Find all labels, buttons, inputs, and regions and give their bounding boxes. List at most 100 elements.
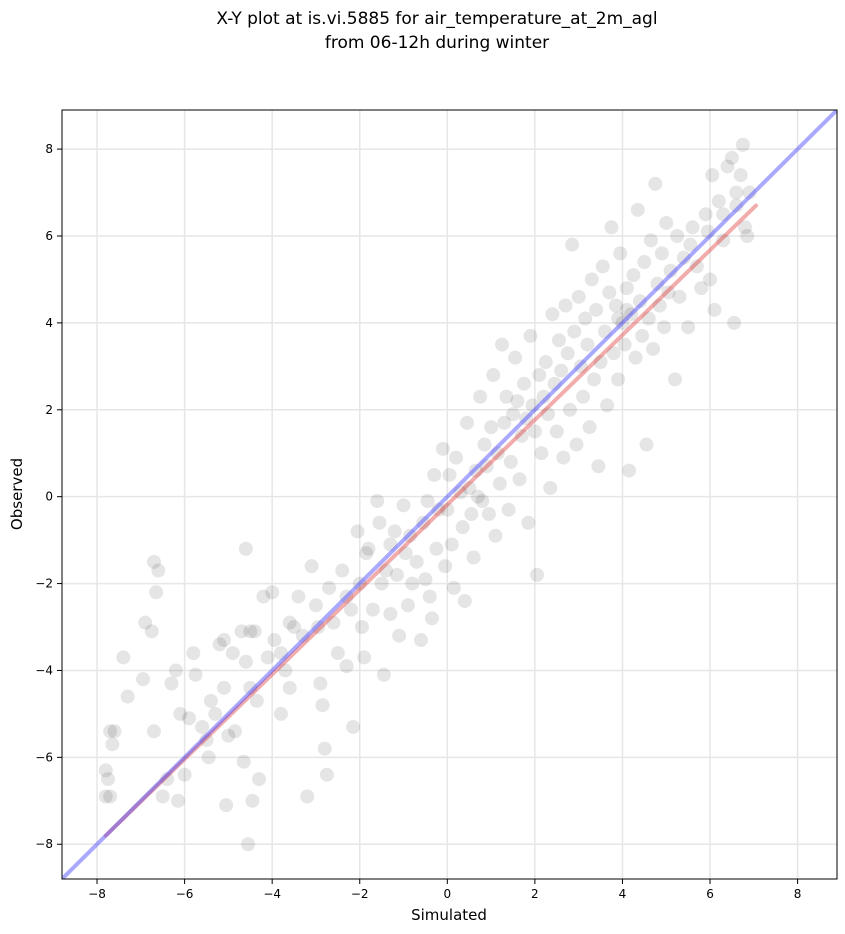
data-point	[460, 415, 475, 430]
data-point	[558, 298, 573, 313]
scatter-points	[98, 137, 757, 852]
identity-line	[62, 110, 837, 879]
data-point	[164, 676, 179, 691]
data-point	[322, 580, 337, 595]
data-point	[370, 494, 385, 509]
data-point	[519, 411, 534, 426]
data-point	[282, 680, 297, 695]
data-point	[565, 237, 580, 252]
data-point	[424, 611, 439, 626]
data-point	[217, 680, 232, 695]
data-point	[628, 350, 643, 365]
data-point	[689, 259, 704, 274]
data-point	[586, 372, 601, 387]
data-point	[490, 446, 505, 461]
data-point	[514, 428, 529, 443]
data-point	[632, 294, 647, 309]
data-point	[481, 507, 496, 522]
chart-title-line-2: from 06-12h during winter	[325, 33, 549, 53]
x-tick-label: −2	[351, 887, 369, 901]
data-point	[584, 272, 599, 287]
data-point	[492, 476, 507, 491]
data-point	[315, 698, 330, 713]
data-point	[446, 580, 461, 595]
data-point	[357, 650, 372, 665]
data-point	[265, 585, 280, 600]
data-point	[398, 546, 413, 561]
y-tick-label: −8	[35, 837, 53, 851]
data-point	[663, 263, 678, 278]
data-point	[173, 706, 188, 721]
data-point	[449, 450, 464, 465]
data-point	[650, 276, 665, 291]
data-point	[256, 589, 271, 604]
data-point	[562, 402, 577, 417]
data-point	[383, 537, 398, 552]
data-point	[501, 502, 516, 517]
data-point	[308, 598, 323, 613]
data-point	[611, 372, 626, 387]
data-point	[177, 767, 192, 782]
data-point	[611, 311, 626, 326]
data-point	[705, 168, 720, 183]
data-point	[505, 407, 520, 422]
data-point	[435, 441, 450, 456]
data-point	[635, 328, 650, 343]
x-tick-label: 2	[531, 887, 539, 901]
data-point	[236, 754, 251, 769]
data-point	[740, 228, 755, 243]
data-point	[615, 315, 630, 330]
data-point	[626, 268, 641, 283]
data-point	[171, 793, 186, 808]
data-point	[499, 389, 514, 404]
data-point	[414, 633, 429, 648]
data-point	[466, 550, 481, 565]
data-point	[201, 750, 216, 765]
grid-lines	[62, 110, 837, 879]
data-point	[379, 563, 394, 578]
data-point	[387, 524, 402, 539]
data-point	[400, 598, 415, 613]
x-tick-label: −6	[176, 887, 194, 901]
data-point	[444, 537, 459, 552]
data-point	[578, 311, 593, 326]
chart-title-line-1: X-Y plot at is.vi.5885 for air_temperatu…	[216, 9, 657, 29]
data-point	[438, 559, 453, 574]
data-point	[160, 772, 175, 787]
data-point	[392, 628, 407, 643]
data-point	[116, 650, 131, 665]
data-point	[335, 563, 350, 578]
data-point	[144, 624, 159, 639]
data-point	[613, 246, 628, 261]
data-point	[735, 137, 750, 152]
data-point	[549, 424, 564, 439]
data-point	[654, 246, 669, 261]
y-tick-label: 0	[45, 490, 53, 504]
data-point	[105, 737, 120, 752]
data-point	[648, 176, 663, 191]
data-point	[300, 789, 315, 804]
data-point	[326, 615, 341, 630]
data-point	[547, 376, 562, 391]
data-point	[291, 589, 306, 604]
data-point	[643, 233, 658, 248]
data-point	[681, 320, 696, 335]
data-point	[657, 320, 672, 335]
data-point	[624, 307, 639, 322]
y-tick-label: −4	[35, 663, 53, 677]
data-point	[497, 415, 512, 430]
data-point	[225, 646, 240, 661]
data-point	[376, 667, 391, 682]
data-point	[295, 628, 310, 643]
data-point	[427, 467, 442, 482]
data-point	[359, 546, 374, 561]
data-point	[343, 602, 358, 617]
data-point	[600, 398, 615, 413]
data-point	[396, 498, 411, 513]
data-point	[168, 663, 183, 678]
data-point	[352, 576, 367, 591]
data-point	[287, 620, 302, 635]
data-point	[670, 228, 685, 243]
y-tick-label: 6	[45, 229, 53, 243]
data-point	[516, 376, 531, 391]
